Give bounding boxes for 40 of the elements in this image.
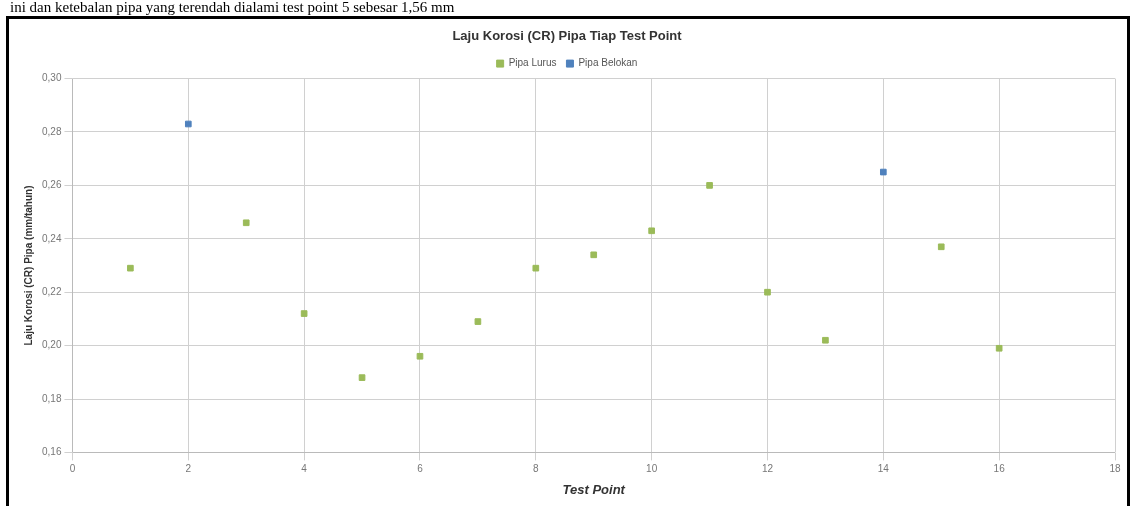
y-tick-label: 0,26 xyxy=(41,179,62,191)
x-tick-label: 6 xyxy=(417,463,424,475)
point xyxy=(416,352,424,360)
point xyxy=(880,168,887,176)
point xyxy=(764,288,771,296)
x-tick-label: 18 xyxy=(1109,463,1121,475)
y-axis-title: Laju Korosi (CR) Pipa (mm/tahun) xyxy=(22,185,34,346)
point xyxy=(937,243,945,251)
x-tick-label: 12 xyxy=(761,463,774,475)
y-tick-label: 0,18 xyxy=(41,392,62,404)
y-tick-label: 0,30 xyxy=(41,72,62,84)
point xyxy=(184,120,192,128)
point xyxy=(127,264,134,272)
x-tick-label: 16 xyxy=(993,463,1006,475)
y-tick-label: 0,16 xyxy=(41,446,62,458)
legend-label: Pipa Belokan xyxy=(578,57,638,69)
point xyxy=(242,219,250,227)
y-tick-label: 0,24 xyxy=(41,232,62,244)
chart-title: Laju Korosi (CR) Pipa Tiap Test Point xyxy=(452,28,683,44)
x-tick-label: 10 xyxy=(646,463,658,475)
point xyxy=(474,318,482,325)
point xyxy=(590,251,598,259)
x-tick-label: 0 xyxy=(69,463,76,475)
x-tick-label: 2 xyxy=(185,463,192,475)
point xyxy=(648,227,655,235)
point xyxy=(706,182,713,189)
text: ini dan ketebalan pipa yang terendah dialami test point 5 sebesar 1,56 mm xyxy=(9,0,456,15)
y-tick-label: 0,22 xyxy=(41,285,62,297)
x-tick-label: 14 xyxy=(877,463,890,475)
point xyxy=(532,264,540,272)
legend-label: Pipa Lurus xyxy=(508,57,557,69)
point xyxy=(300,310,308,317)
x-tick-label: 8 xyxy=(533,463,540,475)
point xyxy=(358,374,366,381)
x-axis-title: Test Point xyxy=(562,481,626,497)
y-tick-label: 0,28 xyxy=(41,125,62,137)
y-tick-label: 0,20 xyxy=(41,339,62,351)
point xyxy=(995,344,1003,352)
point xyxy=(822,336,829,344)
x-tick-label: 4 xyxy=(301,463,308,475)
